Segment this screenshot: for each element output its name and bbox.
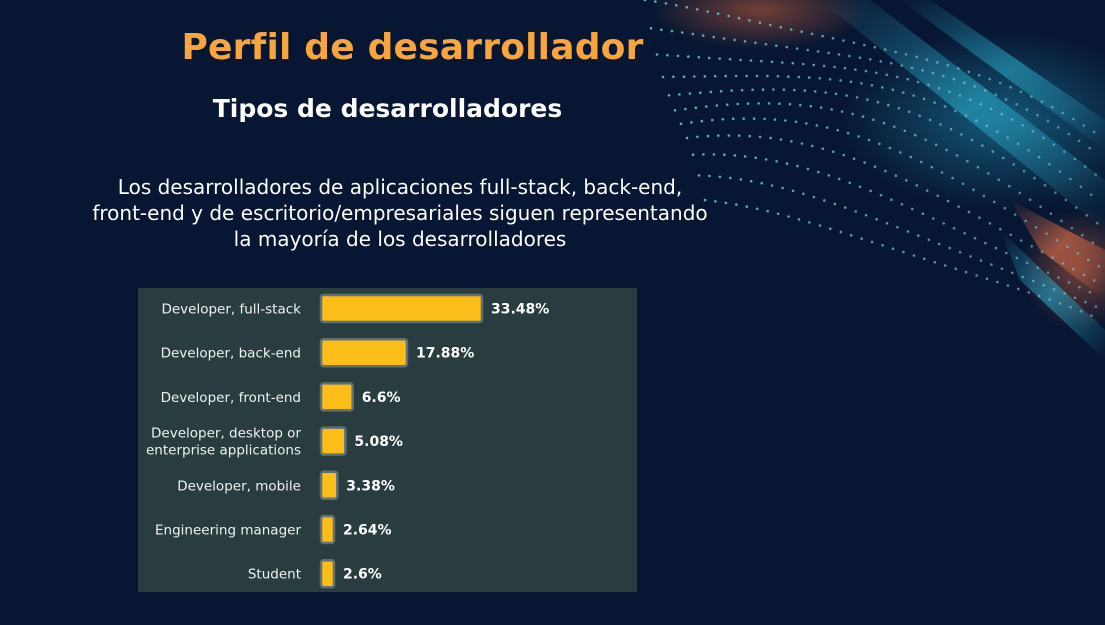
category-label-0: Developer, full-stack — [161, 302, 301, 318]
value-label-2: 6.6% — [362, 390, 401, 406]
value-label-6: 2.6% — [343, 567, 382, 583]
bar-1 — [319, 337, 409, 368]
page-title: Perfil de desarrollador — [181, 27, 644, 68]
value-label-3: 5.08% — [354, 434, 403, 450]
section-subtitle: Tipos de desarrolladores — [212, 94, 563, 123]
chart-panel: 33.48% Developer, full-stack 17.88% Develop… — [138, 288, 637, 592]
value-label-5: 2.64% — [343, 523, 392, 539]
bar-5 — [319, 514, 336, 545]
value-label-4: 3.38% — [346, 478, 395, 494]
bar-6 — [319, 558, 336, 589]
category-label-4: Developer, mobile — [177, 478, 301, 494]
category-label-1: Developer, back-end — [161, 346, 301, 362]
bar-4 — [319, 470, 339, 501]
value-label-0: 33.48% — [491, 302, 549, 318]
value-label-1: 17.88% — [416, 346, 474, 362]
bar-2 — [319, 382, 354, 412]
bar-3 — [319, 426, 347, 456]
bar-0 — [319, 293, 484, 324]
description-text: Los desarrolladores de aplicaciones full… — [92, 175, 708, 251]
category-label-2: Developer, front-end — [161, 390, 301, 406]
category-label-3-0: Developer, desktop or — [151, 426, 301, 442]
bar-chart: 33.48% Developer, full-stack 17.88% Develop… — [146, 293, 549, 589]
category-label-3-1: enterprise applications — [146, 443, 301, 459]
category-label-5: Engineering manager — [155, 523, 301, 539]
category-label-6: Student — [248, 567, 301, 583]
